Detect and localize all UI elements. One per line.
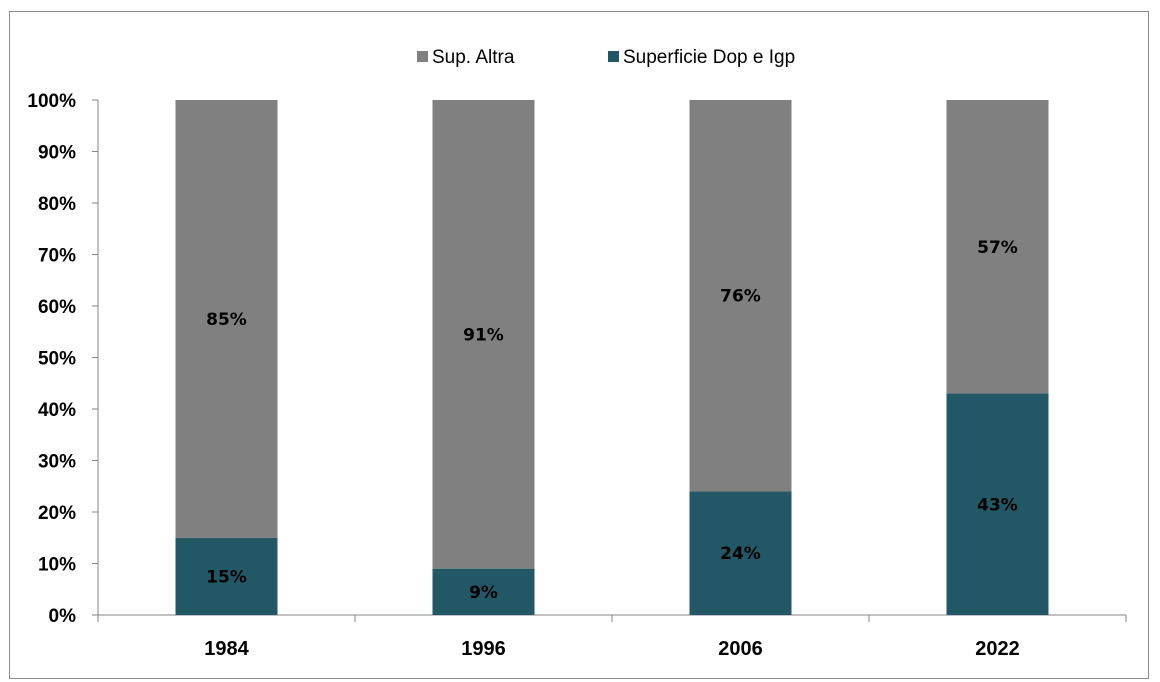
data-label: 24% <box>720 544 761 564</box>
legend-swatch <box>608 51 619 62</box>
data-label: 85% <box>206 310 247 330</box>
x-category-label: 2022 <box>975 638 1020 660</box>
legend-label: Sup. Altra <box>432 47 515 68</box>
y-tick-label: 30% <box>38 452 76 473</box>
y-tick-label: 20% <box>38 503 76 524</box>
data-label: 9% <box>469 583 498 603</box>
bar-sup-altra-2006 <box>689 100 792 492</box>
y-tick-label: 40% <box>38 400 76 421</box>
legend-label: Superficie Dop e Igp <box>623 47 795 68</box>
y-tick-label: 80% <box>38 194 76 215</box>
bar-sup-altra-1984 <box>175 100 278 538</box>
data-label: 57% <box>977 238 1018 258</box>
x-category-label: 1984 <box>204 638 249 660</box>
y-tick-label: 10% <box>38 555 76 576</box>
x-category-label: 1996 <box>461 638 506 660</box>
bar-superficie-dop-e-igp-1984 <box>175 537 278 615</box>
bar-sup-altra-2022 <box>946 100 1049 394</box>
data-label: 43% <box>977 495 1018 515</box>
y-tick-label: 0% <box>49 606 77 627</box>
bar-superficie-dop-e-igp-1996 <box>432 568 535 615</box>
data-label: 15% <box>206 567 247 587</box>
y-tick-label: 100% <box>27 91 76 112</box>
x-category-label: 2006 <box>718 638 763 660</box>
bar-sup-altra-1996 <box>432 100 535 569</box>
data-label: 76% <box>720 287 761 307</box>
y-tick-label: 60% <box>38 297 76 318</box>
bar-superficie-dop-e-igp-2006 <box>689 491 792 615</box>
y-tick-label: 50% <box>38 349 76 370</box>
y-tick-label: 70% <box>38 246 76 267</box>
data-label: 91% <box>463 325 504 345</box>
bar-superficie-dop-e-igp-2022 <box>946 393 1049 615</box>
legend-swatch <box>417 51 428 62</box>
y-tick-label: 90% <box>38 143 76 164</box>
